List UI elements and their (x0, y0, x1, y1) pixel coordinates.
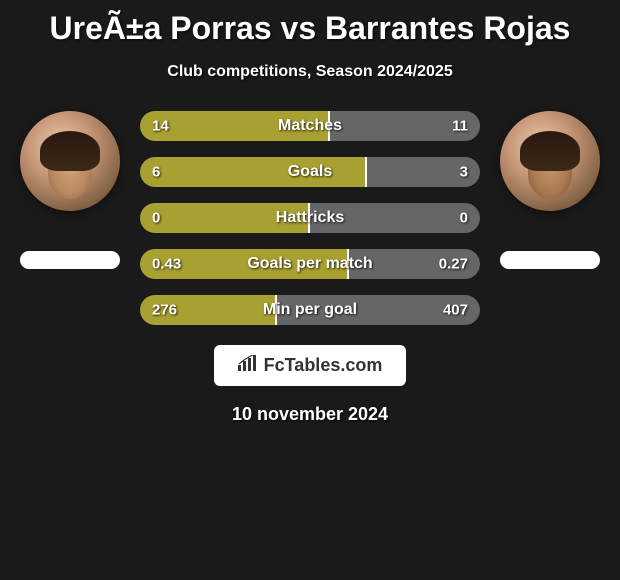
player-right-avatar (500, 111, 600, 211)
stat-value-left: 6 (152, 164, 160, 181)
player-left-column (10, 111, 130, 269)
footer: FcTables.com 10 november 2024 (0, 345, 620, 425)
stat-row: Goals per match 0.43 0.27 (140, 249, 480, 279)
stats-column: Matches 14 11 Goals 6 3 Hattricks 0 0 Goals per m… (130, 111, 490, 325)
subtitle: Club competitions, Season 2024/2025 (0, 63, 620, 81)
stat-row: Hattricks 0 0 (140, 203, 480, 233)
stat-value-left: 0 (152, 210, 160, 227)
date-text: 10 november 2024 (0, 404, 620, 425)
stat-value-right: 407 (443, 302, 468, 319)
stat-label: Goals (288, 163, 332, 181)
stat-row: Min per goal 276 407 (140, 295, 480, 325)
stat-value-right: 0 (460, 210, 468, 227)
comparison-infographic: UreÃ±a Porras vs Barrantes Rojas Club co… (0, 0, 620, 425)
player-left-avatar (20, 111, 120, 211)
stat-label: Min per goal (263, 301, 357, 319)
stat-row: Matches 14 11 (140, 111, 480, 141)
comparison-area: Matches 14 11 Goals 6 3 Hattricks 0 0 Goals per m… (0, 111, 620, 325)
stat-value-left: 276 (152, 302, 177, 319)
stat-value-left: 0.43 (152, 256, 181, 273)
page-title: UreÃ±a Porras vs Barrantes Rojas (0, 10, 620, 47)
chart-icon (238, 355, 258, 376)
stat-value-right: 11 (452, 118, 468, 135)
stat-value-right: 0.27 (439, 256, 468, 273)
stat-row: Goals 6 3 (140, 157, 480, 187)
player-right-column (490, 111, 610, 269)
stat-label: Matches (278, 117, 342, 135)
source-logo: FcTables.com (214, 345, 407, 386)
player-left-team-badge (20, 251, 120, 269)
stat-label: Goals per match (247, 255, 372, 273)
stat-bar-left (140, 157, 367, 187)
source-logo-text: FcTables.com (264, 355, 383, 376)
stat-value-right: 3 (460, 164, 468, 181)
player-right-team-badge (500, 251, 600, 269)
stat-label: Hattricks (276, 209, 344, 227)
stat-value-left: 14 (152, 118, 169, 135)
